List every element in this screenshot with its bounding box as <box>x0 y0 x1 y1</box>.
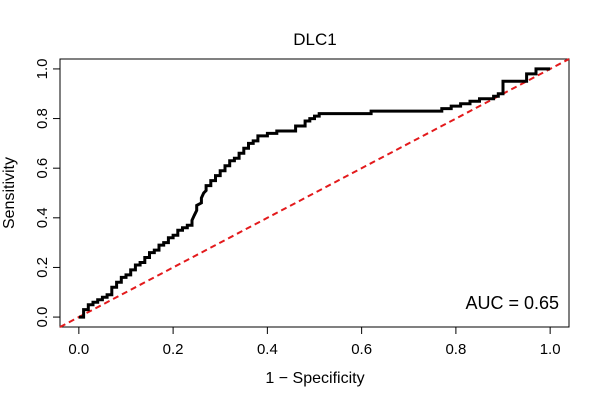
y-axis: 0.0 0.2 0.4 0.6 0.8 1.0 <box>34 58 60 328</box>
plot-frame <box>59 58 570 328</box>
x-tick-label: 0.8 <box>445 341 466 358</box>
y-tick-label: 0.8 <box>34 108 51 129</box>
reference-diagonal-line <box>59 58 570 328</box>
x-tick-label: 1.0 <box>540 341 561 358</box>
roc-curve-line <box>78 67 551 319</box>
auc-annotation: AUC = 0.65 <box>465 293 559 313</box>
x-axis: 0.0 0.2 0.4 0.6 0.8 1.0 <box>68 327 561 358</box>
chart-title: DLC1 <box>293 30 336 49</box>
y-tick-label: 0.6 <box>34 158 51 179</box>
y-tick-label: 0.0 <box>34 307 51 328</box>
x-tick-label: 0.6 <box>351 341 372 358</box>
y-tick-label: 1.0 <box>34 58 51 79</box>
x-tick-label: 0.2 <box>163 341 184 358</box>
y-axis-label: Sensitivity <box>1 157 18 229</box>
x-tick-label: 0.4 <box>257 341 278 358</box>
x-axis-label: 1 − Specificity <box>265 370 364 387</box>
y-tick-label: 0.2 <box>34 257 51 278</box>
y-tick-label: 0.4 <box>34 207 51 228</box>
x-tick-label: 0.0 <box>68 341 89 358</box>
